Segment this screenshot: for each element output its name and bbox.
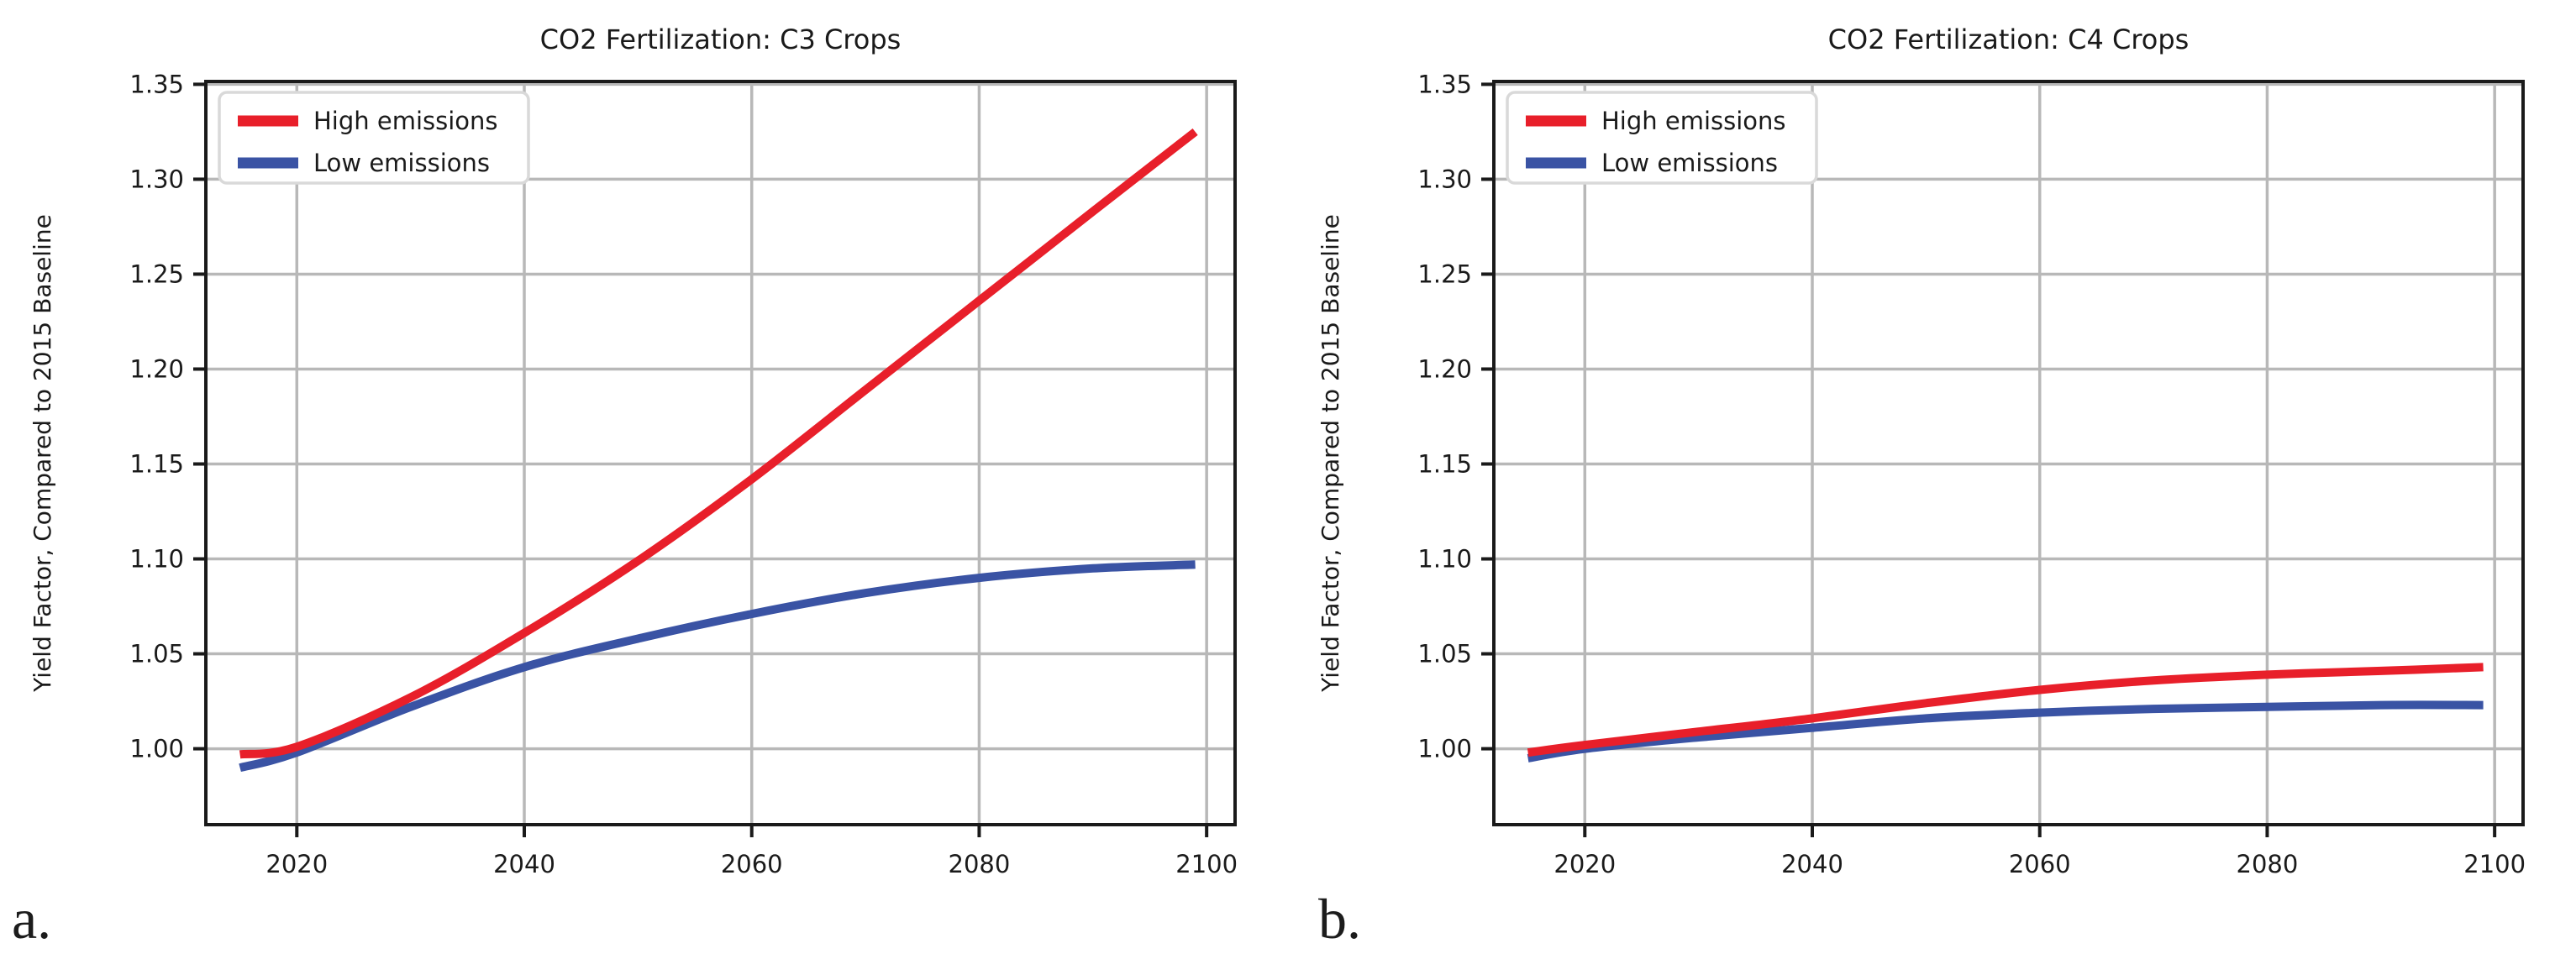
x-tick-label: 2080 [2237,850,2299,878]
panel-label-a: a. [12,887,52,951]
y-tick-label: 1.05 [129,640,184,668]
y-tick-label: 1.30 [1417,165,1472,193]
y-tick-label: 1.35 [129,70,184,98]
panel-c4-crops: 2020 2040 2060 2080 2100 1.00 1.05 1.10 1.15 1.20… [1288,0,2576,954]
c3-crops-chart: 2020 2040 2060 2080 2100 1.00 1.05 1.10 1.15 1.20… [29,24,1238,878]
series-group [239,128,1198,773]
y-axis-label: Yield Factor, Compared to 2015 Baseline [29,214,56,693]
y-tick-label: 1.25 [129,259,184,288]
axis-ticks: 2020 2040 2060 2080 2100 1.00 1.05 1.10 1.15 1.20… [1417,70,2526,878]
y-tick-label: 1.15 [129,449,184,478]
legend: High emissions Low emissions [218,91,530,185]
y-tick-label: 1.35 [1417,70,1472,98]
y-tick-label: 1.20 [129,354,184,383]
x-tick-label: 2060 [721,850,783,878]
legend-label: Low emissions [1601,149,1778,177]
panel-label-b: b. [1318,887,1361,951]
x-tick-label: 2020 [265,850,328,878]
y-tick-label: 1.00 [129,735,184,763]
y-tick-label: 1.25 [1417,259,1472,288]
y-tick-label: 1.10 [1417,545,1472,574]
x-tick-label: 2100 [2463,850,2526,878]
gridlines [206,81,1235,825]
series-line-high-emissions [239,128,1198,759]
plot-border [1492,80,2525,826]
y-tick-label: 1.00 [1417,735,1472,763]
y-tick-label: 1.05 [1417,640,1472,668]
x-tick-label: 2060 [2009,850,2071,878]
x-tick-label: 2080 [949,850,1011,878]
x-tick-label: 2020 [1553,850,1616,878]
x-tick-label: 2040 [1781,850,1843,878]
y-tick-label: 1.10 [129,545,184,574]
y-tick-label: 1.15 [1417,449,1472,478]
chart-title: CO2 Fertilization: C4 Crops [1828,24,2190,55]
x-tick-label: 2100 [1175,850,1238,878]
plot-border [204,80,1237,826]
legend-label: High emissions [313,107,498,135]
series-line-low-emissions [239,560,1196,773]
axis-ticks: 2020 2040 2060 2080 2100 1.00 1.05 1.10 1.15 1.20… [129,70,1238,878]
y-tick-label: 1.30 [129,165,184,193]
c4-crops-chart: 2020 2040 2060 2080 2100 1.00 1.05 1.10 1.15 1.20… [1317,24,2526,878]
y-axis-label: Yield Factor, Compared to 2015 Baseline [1317,214,1344,693]
legend-label: High emissions [1601,107,1786,135]
series-group [1527,663,2484,763]
legend: High emissions Low emissions [1506,91,1818,185]
chart-title: CO2 Fertilization: C3 Crops [540,24,902,55]
series-line-high-emissions [1527,663,2484,757]
legend-label: Low emissions [313,149,490,177]
gridlines [1494,81,2523,825]
y-tick-label: 1.20 [1417,354,1472,383]
x-tick-label: 2040 [493,850,555,878]
series-line-low-emissions [1527,700,2484,763]
panel-c3-crops: 2020 2040 2060 2080 2100 1.00 1.05 1.10 1.15 1.20… [12,24,1238,951]
